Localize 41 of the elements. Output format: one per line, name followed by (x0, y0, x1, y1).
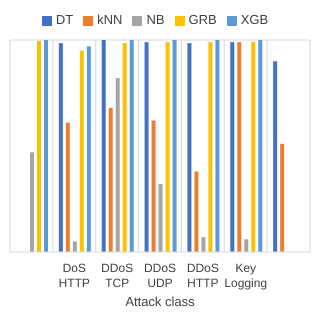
x-tick-label: DoS HTTP (58, 261, 90, 290)
bar (166, 42, 170, 252)
bar (66, 122, 70, 252)
bar (144, 42, 149, 252)
bar (251, 42, 256, 252)
legend-label: DT (56, 12, 74, 27)
bar (172, 40, 177, 252)
bar (72, 241, 77, 252)
legend-label: XGB (240, 12, 268, 27)
bar (244, 239, 248, 252)
bar (273, 61, 278, 252)
bar (208, 42, 212, 252)
bar (58, 43, 63, 252)
bar (108, 108, 113, 252)
bar (230, 42, 234, 252)
bar (187, 43, 192, 252)
bar (130, 40, 134, 252)
legend-label: kNN (97, 12, 122, 27)
x-tick-label: DDoS TCP (101, 261, 134, 290)
x-tick-label: DDoS UDP (144, 261, 176, 290)
bar (102, 40, 106, 252)
bar (215, 40, 220, 252)
bar (86, 46, 91, 252)
bar (280, 144, 284, 252)
bar (194, 171, 198, 252)
x-tick-label: DDoS HTTP (186, 261, 219, 290)
bar (237, 42, 242, 252)
bar (116, 78, 120, 252)
bar (122, 43, 127, 252)
legend-label: GRB (188, 12, 217, 27)
bar (37, 41, 41, 252)
legend-label: NB (146, 12, 165, 27)
bar (152, 120, 156, 252)
bar (44, 40, 48, 252)
bar (258, 40, 262, 252)
bar (30, 152, 34, 252)
bar (80, 50, 84, 252)
x-tick-label: Key Logging (224, 261, 268, 290)
bar (201, 237, 206, 252)
bar (158, 184, 163, 252)
x-axis-title: Attack class (125, 294, 196, 309)
